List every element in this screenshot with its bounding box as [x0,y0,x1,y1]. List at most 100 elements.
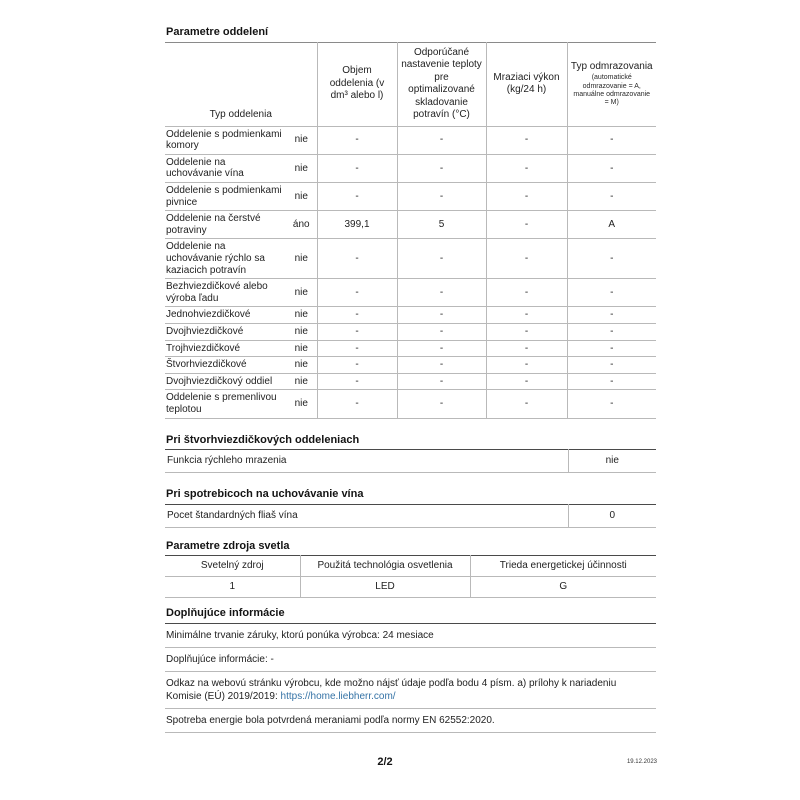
wine-table: Pocet štandardných fliaš vína 0 [165,503,656,528]
cell-temperature: - [396,389,486,419]
cell-temperature: - [396,182,486,211]
cell-volume: - [316,356,397,374]
cell-present: nie [286,182,317,211]
table-header-row: Typ oddelenia Objem oddelenia (v dm³ ale… [165,42,656,127]
cell-label: Štvorhviezdičkové [165,356,286,374]
cell-freezing-capacity: - [485,339,567,357]
cell-present: nie [286,306,317,324]
cell-volume: - [316,153,397,183]
cell-defrost-type: - [566,356,656,374]
table-row: Štvorhviezdičkové nie - - - - [165,356,656,374]
cell-label: Trojhviezdičkové [165,339,286,357]
light-column-energy-class: Trieda energetickej účinnosti [469,555,656,577]
light-column-technology: Použitá technológia osvetlenia [299,555,470,577]
cell-label: Oddelenie na uchovávanie rýchlo sa kazia… [165,238,286,279]
light-source-header-row: Svetelný zdroj Použitá technológia osvet… [165,555,656,577]
cell-volume: - [316,389,397,419]
table-row: Oddelenie s podmienkami pivnice nie - - … [165,182,656,211]
manufacturer-link[interactable]: https://home.liebherr.com/ [280,691,396,703]
defrost-type-note: (automatické odmrazovanie = A, manuálne … [573,74,651,107]
cell-freezing-capacity: - [485,389,567,419]
cell-freezing-capacity: - [485,182,567,211]
cell-label: Jednohviezdičkové [165,306,286,324]
table-row: Trojhviezdičkové nie - - - - [165,339,656,357]
cell-temperature: - [396,306,486,324]
cell-volume: - [316,238,397,279]
cell-freezing-capacity: - [485,356,567,374]
cell-temperature: 5 [396,210,486,239]
cell-present: nie [286,153,317,183]
light-value-technology: LED [299,576,470,598]
table-row: Oddelenie na čerstvé potraviny áno 399,1… [165,210,656,239]
cell-present: nie [286,339,317,357]
manufacturer-link-prefix: Odkaz na webovú stránku výrobcu, kde mož… [166,678,617,703]
light-value-source: 1 [165,576,300,598]
section-wine: Pri spotrebicoch na uchovávanie vína Poc… [165,488,656,528]
wine-bottles-label: Pocet štandardných fliaš vína [167,509,298,521]
cell-present: nie [286,356,317,374]
cell-defrost-type: - [566,125,656,155]
cell-freezing-capacity: - [485,372,567,390]
cell-volume: - [316,372,397,390]
cell-temperature: - [396,322,486,341]
table-row: Oddelenie na uchovávanie vína nie - - - … [165,153,656,183]
wine-bottles-row: Pocet štandardných fliaš vína 0 [165,504,656,528]
cell-volume: - [316,339,397,357]
fast-freeze-label: Funkcia rýchleho mrazenia [167,455,287,467]
cell-freezing-capacity: - [485,278,567,307]
info-row-energy: Spotreba energie bola potvrdená meraniam… [165,709,656,734]
page-number: 2/2 [377,756,393,768]
cell-temperature: - [396,153,486,183]
cell-label: Dvojhviezdičkové [165,322,286,341]
datasheet-content: Parametre oddelení Typ oddelenia Objem o… [165,26,656,734]
section-title-additional-info: Doplňujúce informácie [166,607,285,620]
cell-label: Oddelenie na čerstvé potraviny [165,210,286,239]
table-row: Bezhviezdičkové alebo výroba ľadu nie - … [165,278,656,307]
cell-defrost-type: - [566,389,656,419]
table-row: Oddelenie s podmienkami komory nie - - -… [165,125,656,155]
column-header-type: Typ oddelenia [209,109,272,121]
cell-freezing-capacity: - [485,210,567,239]
cell-label: Oddelenie s podmienkami pivnice [165,182,286,211]
cell-freezing-capacity: - [485,238,567,279]
cell-volume: - [316,182,397,211]
section-title-wine: Pri spotrebicoch na uchovávanie vína [166,488,364,501]
section-title-four-star: Pri štvorhviezdičkových oddeleniach [166,433,360,446]
light-value-energy-class: G [469,576,656,598]
info-row-additional: Doplňujúce informácie: - [165,648,656,673]
cell-defrost-type: - [566,238,656,279]
cell-present: nie [286,372,317,390]
table-row: Jednohviezdičkové nie - - - - [165,306,656,324]
cell-defrost-type: - [566,372,656,390]
section-light-source: Parametre zdroja svetla Svetelný zdroj P… [165,540,656,599]
cell-temperature: - [396,356,486,374]
section-additional-info: Doplňujúce informácie Minimálne trvanie … [165,607,656,734]
defrost-type-label: Typ odmrazovania [570,60,653,72]
section-four-star: Pri štvorhviezdičkových oddeleniach Funk… [165,434,656,474]
column-header-freezing-capacity: Mraziaci výkon (kg/24 h) [485,42,567,127]
light-source-values-row: 1 LED G [165,576,656,598]
cell-label: Dvojhviezdičkový oddiel [165,372,286,390]
cell-label: Oddelenie s podmienkami komory [165,125,286,155]
fast-freeze-row: Funkcia rýchleho mrazenia nie [165,449,656,473]
cell-defrost-type: - [566,278,656,307]
cell-present: nie [286,389,317,419]
fast-freeze-value: nie [567,449,656,473]
cell-label: Oddelenie s premenlivou teplotou [165,389,286,419]
cell-present: áno [286,210,317,239]
cell-defrost-type: - [566,322,656,341]
cell-defrost-type: A [566,210,656,239]
cell-present: nie [286,278,317,307]
footer-date: 19.12.2023 [626,759,657,765]
table-row: Dvojhviezdičkové nie - - - - [165,322,656,341]
four-star-table: Funkcia rýchleho mrazenia nie [165,449,656,474]
table-row: Oddelenie na uchovávanie rýchlo sa kazia… [165,238,656,279]
cell-present: nie [286,125,317,155]
column-header-volume: Objem oddelenia (v dm³ alebo l) [316,42,397,127]
column-header-defrost-type: Typ odmrazovania (automatické odmrazovan… [566,42,656,127]
cell-temperature: - [396,125,486,155]
cell-freezing-capacity: - [485,306,567,324]
cell-temperature: - [396,278,486,307]
cell-temperature: - [396,372,486,390]
light-column-source: Svetelný zdroj [200,560,264,572]
